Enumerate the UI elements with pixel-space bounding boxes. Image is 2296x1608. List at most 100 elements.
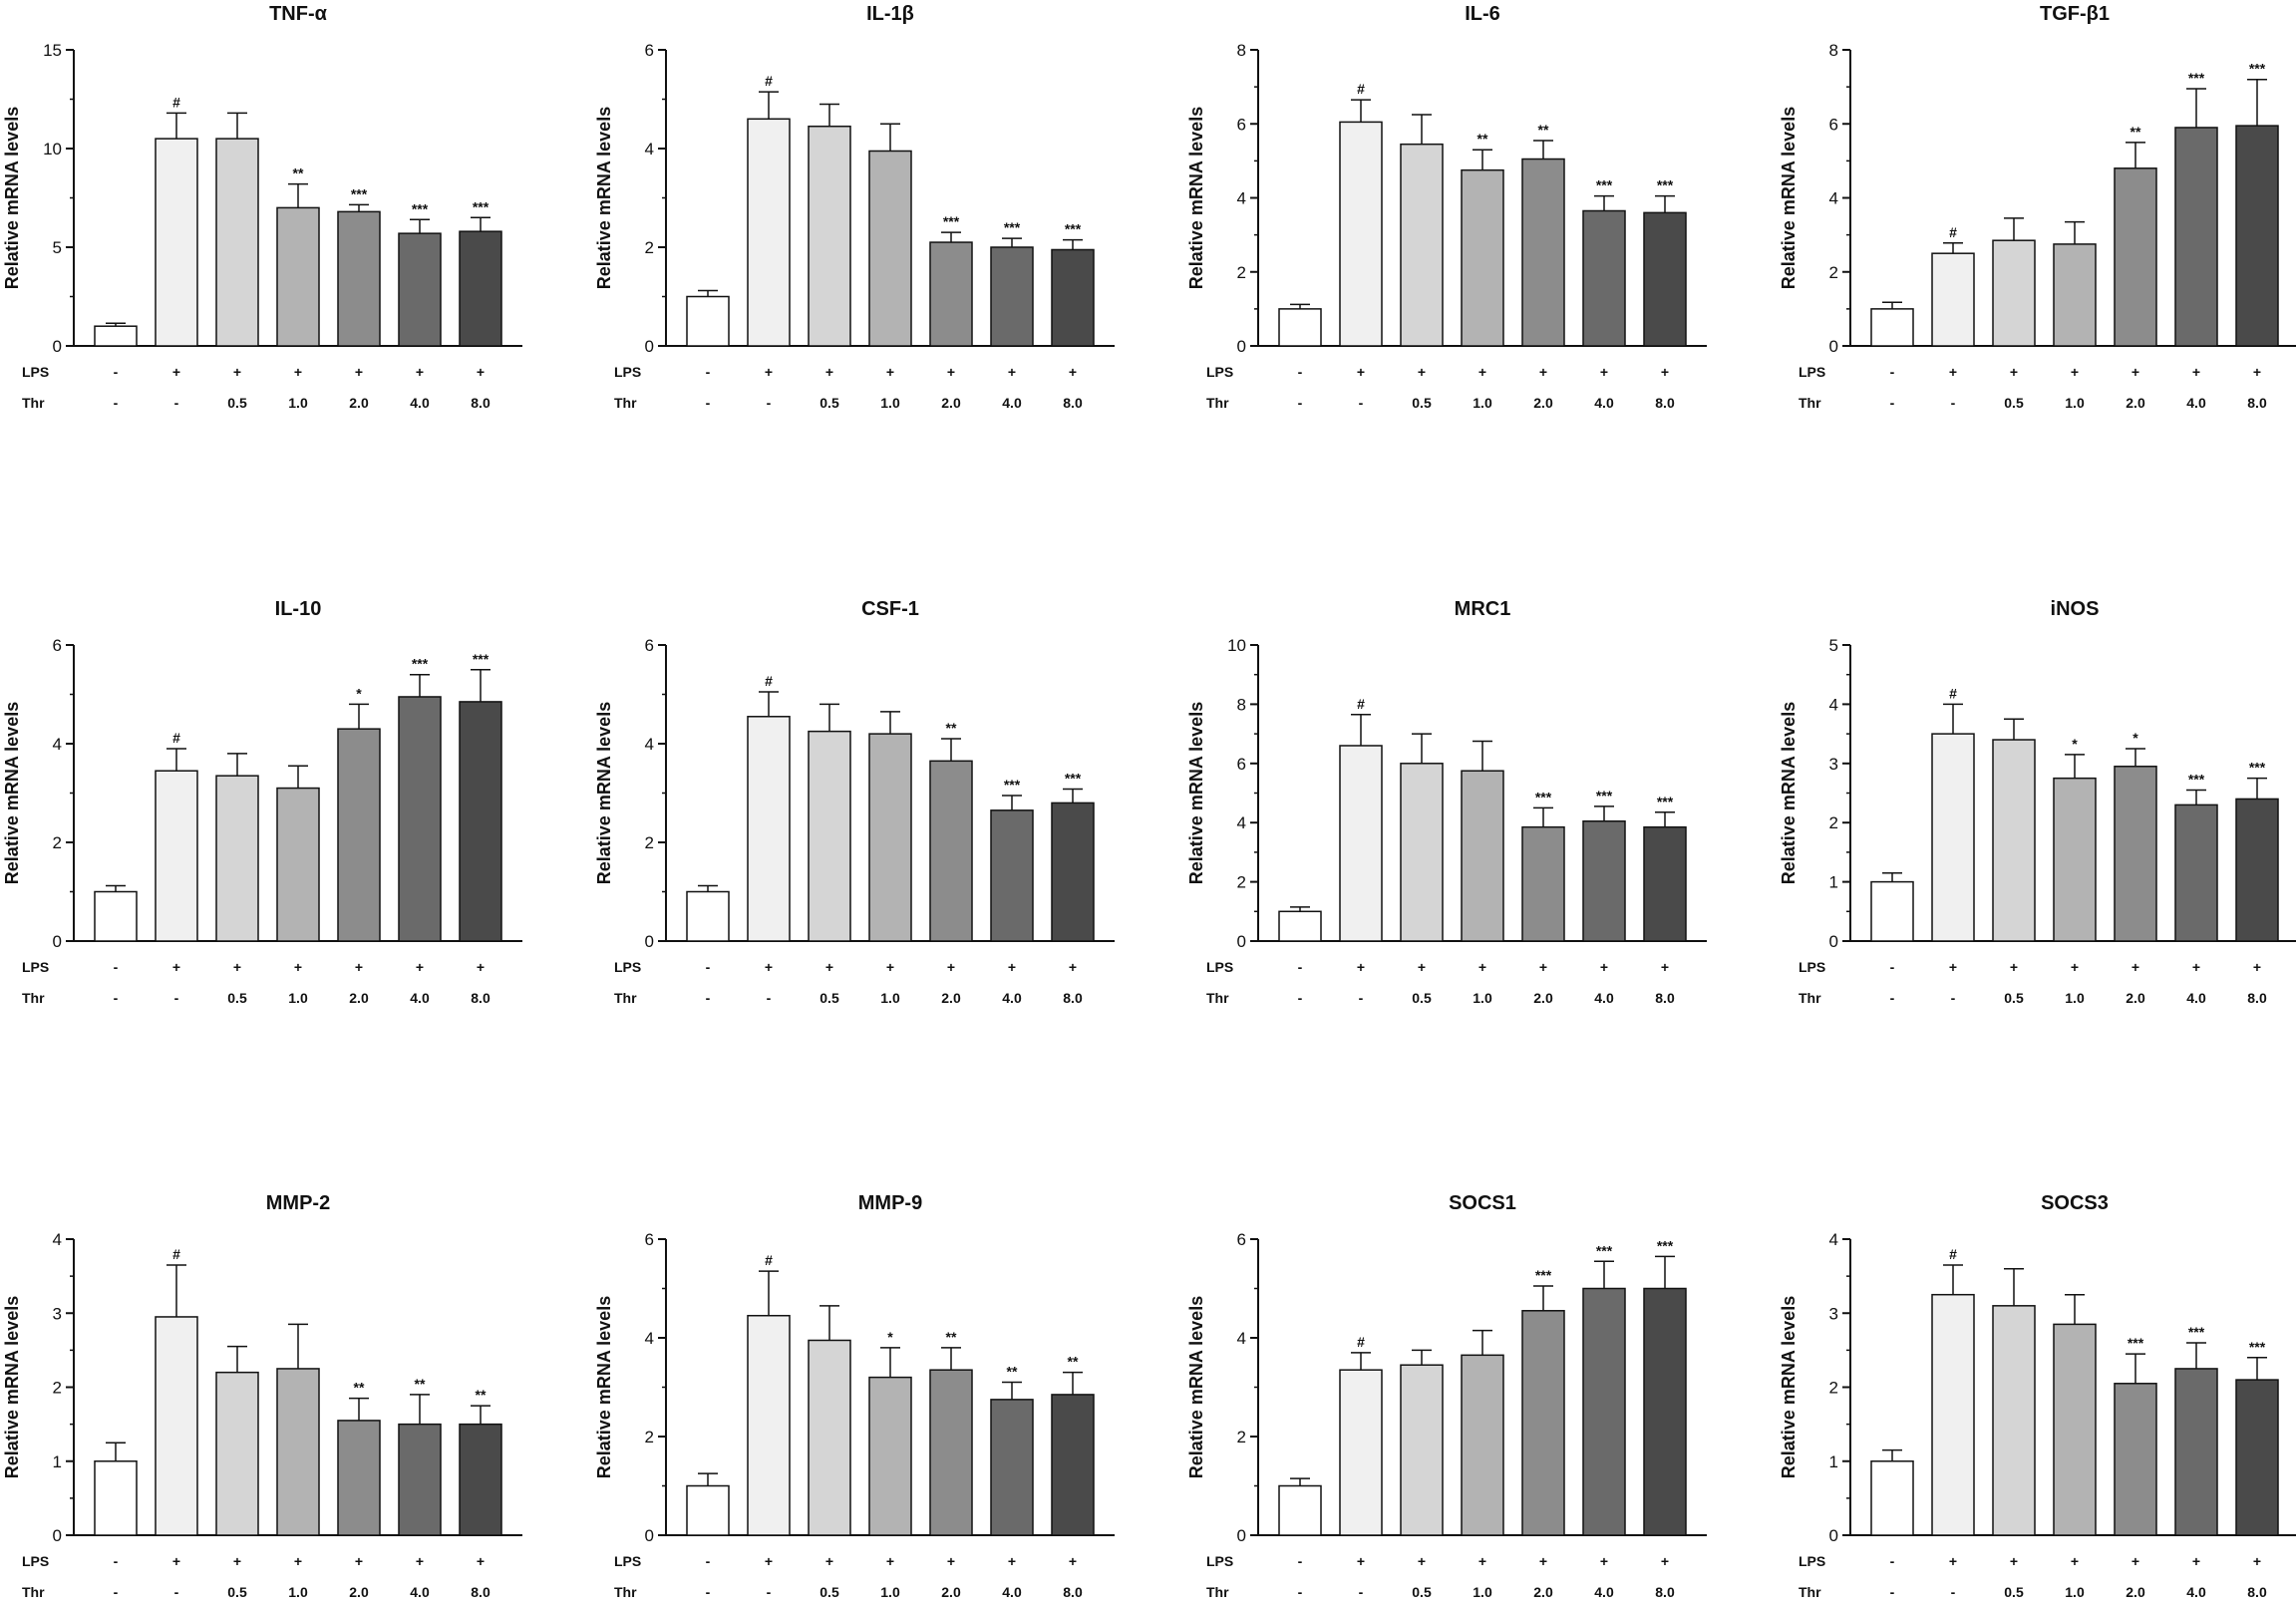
condition-value: + — [886, 959, 894, 975]
condition-value: + — [416, 364, 424, 380]
bar — [990, 1399, 1034, 1536]
condition-value: + — [355, 1553, 363, 1569]
significance-label: ** — [415, 1376, 426, 1392]
condition-value: 0.5 — [2004, 395, 2024, 411]
y-tick-label: 8 — [1237, 41, 1246, 60]
chart-title: MRC1 — [1455, 598, 1511, 620]
chart-panel-9: MMP-2 Relative mRNA levels 0 1 2 3 4 # ** ** ** LPS… — [2, 1192, 522, 1600]
condition-value: - — [706, 364, 711, 380]
condition-value: 4.0 — [1594, 990, 1614, 1006]
condition-value: 8.0 — [1063, 1584, 1083, 1600]
condition-value: + — [1661, 364, 1669, 380]
significance-label: ** — [1477, 131, 1488, 147]
condition-value: + — [1069, 1553, 1077, 1569]
significance-label: *** — [1596, 788, 1613, 804]
bar — [1521, 825, 1565, 942]
chart-title: TNF-α — [269, 3, 328, 25]
y-tick-label: 2 — [645, 1428, 654, 1447]
y-tick-label: 8 — [1829, 41, 1838, 60]
condition-value: 8.0 — [2247, 990, 2267, 1006]
condition-value: + — [765, 1553, 773, 1569]
condition-row-label: Thr — [1799, 395, 1821, 411]
condition-value: + — [233, 959, 241, 975]
condition-value: 4.0 — [1594, 395, 1614, 411]
bar — [2235, 125, 2279, 347]
significance-label: *** — [1657, 177, 1674, 193]
y-tick-label: 6 — [1237, 755, 1246, 774]
condition-value: - — [174, 395, 179, 411]
y-tick-label: 0 — [53, 337, 62, 356]
significance-label: *** — [2128, 1335, 2144, 1351]
y-tick-label: 4 — [645, 1329, 654, 1348]
condition-value: + — [355, 959, 363, 975]
bar — [686, 890, 730, 942]
condition-value: - — [174, 1584, 179, 1600]
bar — [2235, 1379, 2279, 1536]
y-tick-label: 2 — [1829, 1379, 1838, 1398]
y-tick-label: 2 — [53, 833, 62, 852]
y-axis-label: Relative mRNA levels — [1779, 107, 1799, 289]
y-tick-label: 4 — [1237, 189, 1246, 208]
condition-value: + — [1949, 364, 1957, 380]
bar — [2174, 1368, 2218, 1536]
bar — [215, 775, 259, 942]
condition-value: 8.0 — [1655, 1584, 1675, 1600]
y-tick-label: 0 — [1237, 932, 1246, 951]
bar — [1992, 239, 2036, 347]
condition-value: 1.0 — [1473, 395, 1492, 411]
y-tick-label: 6 — [645, 41, 654, 60]
condition-value: + — [416, 1553, 424, 1569]
y-tick-label: 4 — [1829, 189, 1838, 208]
y-tick-label: 5 — [1829, 636, 1838, 655]
bar — [2114, 167, 2157, 347]
condition-value: + — [1949, 1553, 1957, 1569]
condition-value: 1.0 — [288, 395, 308, 411]
bar — [1051, 248, 1095, 347]
condition-value: - — [1951, 1584, 1956, 1600]
condition-value: + — [947, 1553, 955, 1569]
condition-value: + — [2253, 959, 2261, 975]
bar — [2174, 127, 2218, 347]
bar — [1521, 158, 1565, 347]
chart-panel-7: MRC1 Relative mRNA levels 0 2 4 6 8 10 # *** *** **… — [1186, 598, 1707, 1006]
bar — [1992, 739, 2036, 942]
y-tick-label: 2 — [53, 1379, 62, 1398]
y-tick-label: 2 — [645, 833, 654, 852]
bar — [215, 138, 259, 347]
condition-value: + — [2132, 364, 2139, 380]
y-axis-label: Relative mRNA levels — [1186, 1296, 1206, 1478]
condition-value: + — [1539, 959, 1547, 975]
y-tick-label: 2 — [1237, 873, 1246, 892]
bar — [929, 1369, 973, 1536]
condition-value: + — [1357, 959, 1365, 975]
condition-value: + — [477, 364, 485, 380]
bar — [1582, 1287, 1626, 1536]
condition-value: + — [2071, 1553, 2079, 1569]
condition-value: - — [1951, 395, 1956, 411]
significance-label: # — [1949, 1246, 1957, 1262]
bar — [155, 138, 198, 347]
condition-value: - — [706, 395, 711, 411]
condition-value: 4.0 — [1594, 1584, 1614, 1600]
condition-row-label: LPS — [22, 1553, 49, 1569]
condition-value: 0.5 — [1412, 1584, 1432, 1600]
condition-value: 8.0 — [1063, 395, 1083, 411]
condition-value: + — [765, 959, 773, 975]
bar — [1870, 1460, 1914, 1536]
bar — [1870, 308, 1914, 347]
condition-value: 2.0 — [1533, 395, 1553, 411]
bar — [1521, 1310, 1565, 1536]
chart-panel-11: SOCS1 Relative mRNA levels 0 2 4 6 # *** *** *** L… — [1186, 1192, 1707, 1600]
bar — [2114, 766, 2157, 942]
y-tick-label: 2 — [1237, 263, 1246, 282]
chart-panel-2: IL-1β Relative mRNA levels 0 2 4 6 # *** *** *** L… — [594, 3, 1115, 411]
significance-label: *** — [1004, 219, 1021, 235]
condition-row-label: Thr — [22, 395, 45, 411]
condition-row-label: LPS — [614, 364, 641, 380]
condition-value: + — [416, 959, 424, 975]
significance-label: ** — [946, 720, 957, 736]
bar — [276, 787, 320, 942]
condition-value: 1.0 — [2065, 395, 2085, 411]
significance-label: # — [1949, 224, 1957, 240]
